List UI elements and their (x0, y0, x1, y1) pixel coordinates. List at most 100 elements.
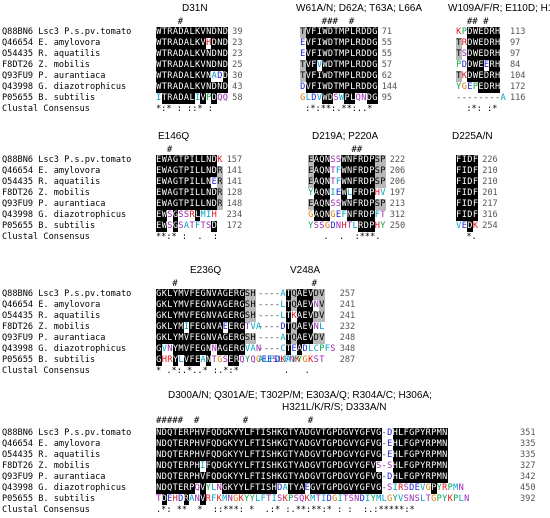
residue: P (431, 439, 437, 450)
residue: W (156, 60, 162, 71)
residue: P (332, 472, 338, 483)
residue: V (183, 300, 190, 311)
residue: T (200, 221, 206, 231)
residue: D (211, 155, 218, 166)
residue: R (205, 494, 211, 504)
residue: Y (233, 428, 239, 439)
residue: F (365, 428, 371, 439)
residue: Y (308, 221, 314, 231)
residue: Y (308, 188, 314, 198)
residue: G (222, 311, 229, 322)
residue: S (335, 155, 342, 165)
residue: T (255, 428, 261, 439)
species-name: Q43998 G. diazotrophicus (2, 82, 127, 92)
residue: P (344, 38, 350, 49)
residue: D (216, 472, 222, 483)
residue: T (172, 472, 178, 483)
residue: F (374, 210, 380, 220)
residue: A (217, 344, 223, 355)
residue: N (205, 49, 212, 60)
residue: P (344, 71, 350, 82)
residue: F (311, 49, 317, 60)
residue: - (274, 300, 280, 310)
residue: L (244, 483, 250, 494)
residue: V (305, 27, 312, 38)
residue: N (346, 166, 353, 177)
residue: T (315, 494, 321, 504)
residue: N (289, 355, 295, 365)
residue: Y (233, 472, 239, 483)
species-name: Q88BN6 Lsc3 P.s.pv.tomato (2, 428, 132, 438)
residue: E (483, 60, 490, 70)
residue: E (228, 322, 234, 333)
residue: D (211, 199, 218, 210)
residue: G (343, 450, 349, 461)
residue: L (194, 188, 201, 199)
residue: N (205, 82, 212, 93)
residue: A (167, 188, 173, 199)
position-number: 351 (520, 428, 536, 438)
residue: A (299, 472, 305, 483)
residue: T (178, 155, 184, 166)
residue: E (302, 311, 308, 322)
residue: D (361, 71, 367, 82)
residue: K (227, 483, 233, 494)
residue: G (222, 439, 228, 450)
residue: F (403, 428, 409, 439)
residue: F (205, 439, 211, 450)
residue: R (357, 221, 364, 232)
residue: V (319, 311, 325, 322)
residue: V (183, 289, 190, 300)
residue: Q (319, 177, 325, 188)
residue: P (332, 428, 338, 439)
residue: D (216, 439, 222, 450)
residue: L (398, 450, 404, 461)
residue: I (189, 177, 195, 188)
residue: D (467, 188, 473, 199)
residue: H (392, 472, 398, 483)
residue: G (326, 472, 332, 483)
position-number: 327 (520, 461, 536, 471)
residue: V (211, 289, 218, 300)
residue: E (302, 300, 308, 311)
residue: V (370, 472, 376, 483)
residue: E (304, 483, 310, 493)
residue: N (205, 177, 212, 188)
residue: N (227, 494, 233, 504)
residue: N (205, 344, 212, 355)
residue: G (172, 166, 179, 177)
residue: P (332, 483, 338, 494)
residue: G (409, 428, 415, 439)
residue: R (357, 199, 364, 210)
residue: W (322, 93, 328, 104)
residue: R (233, 355, 240, 366)
residue: V (319, 289, 325, 300)
hash-markers: ##### # # # (156, 416, 314, 426)
residue: F (341, 210, 347, 220)
residue: P (369, 155, 375, 166)
residue: - (263, 333, 269, 343)
residue: - (269, 300, 275, 310)
residue: Y (392, 494, 398, 504)
residue: N (167, 344, 173, 354)
residue: - (258, 322, 264, 332)
residue: F (211, 494, 217, 504)
residue: E (387, 450, 393, 460)
residue: L (194, 199, 201, 210)
residue: F (205, 428, 211, 439)
position-number: 30 (232, 71, 243, 81)
residue: S (266, 439, 272, 450)
residue: M (178, 300, 184, 311)
residue: R (357, 210, 364, 221)
residue: D (313, 311, 320, 322)
residue: L (280, 300, 286, 310)
